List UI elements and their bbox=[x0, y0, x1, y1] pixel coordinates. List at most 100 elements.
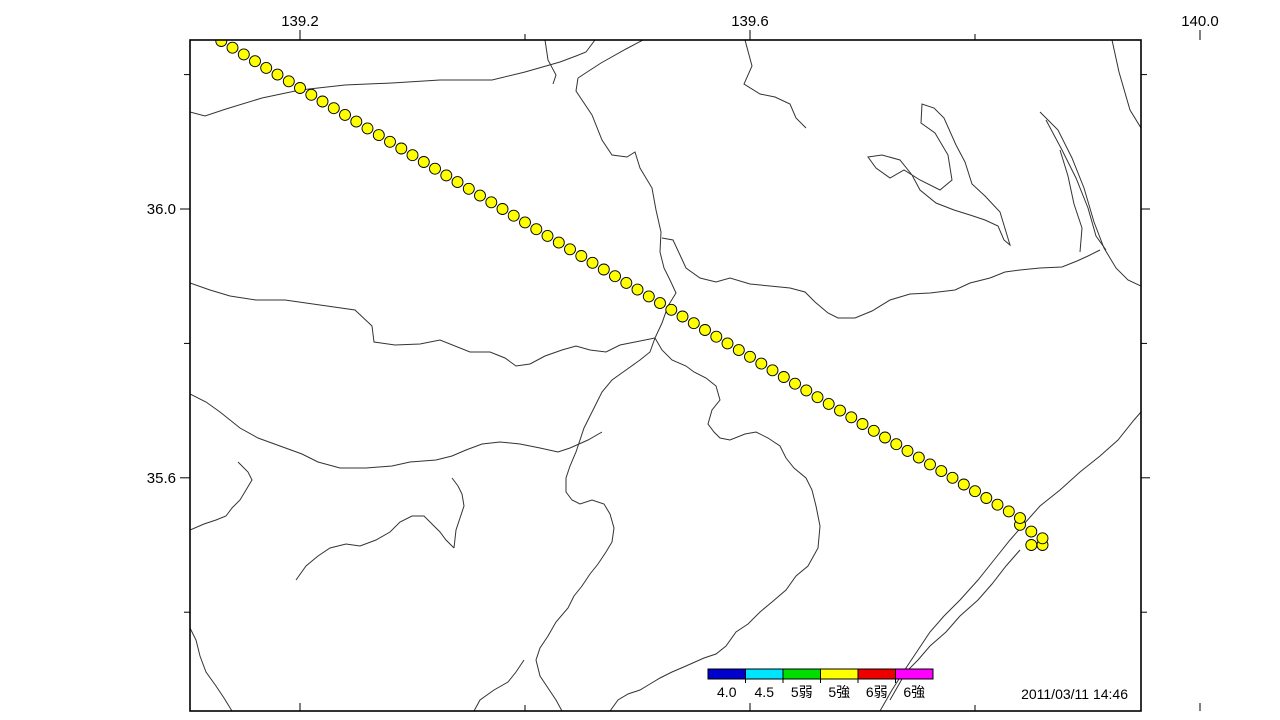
prefecture-boundary bbox=[1059, 149, 1083, 253]
station-marker bbox=[912, 451, 925, 464]
prefecture-boundary bbox=[190, 393, 603, 469]
left-tick-label: 35.6 bbox=[147, 470, 176, 487]
prefecture-boundary bbox=[544, 40, 557, 85]
top-tick-label: 139.2 bbox=[281, 13, 319, 30]
coastline-bay bbox=[295, 515, 455, 581]
coastline-bay bbox=[190, 627, 233, 711]
station-marker bbox=[429, 162, 441, 175]
station-marker bbox=[564, 243, 576, 256]
station-marker bbox=[462, 182, 475, 195]
prefecture-boundary bbox=[1111, 40, 1141, 129]
legend-label: 4.0 bbox=[717, 684, 737, 700]
coastline-east bbox=[1045, 119, 1107, 251]
top-tick-label: 139.6 bbox=[731, 13, 769, 30]
legend-swatch bbox=[783, 669, 821, 679]
station-marker bbox=[822, 397, 835, 410]
station-marker bbox=[766, 364, 779, 377]
prefecture-boundary bbox=[743, 40, 807, 129]
left-axis-ticks: 36.0 35.6 bbox=[147, 74, 1150, 613]
station-marker bbox=[609, 270, 621, 283]
station-marker bbox=[339, 108, 351, 121]
legend-swatch bbox=[895, 669, 933, 679]
station-marker bbox=[710, 330, 723, 343]
station-marker bbox=[1036, 532, 1049, 545]
station-marker bbox=[777, 371, 790, 383]
legend-swatch bbox=[745, 669, 783, 679]
station-marker bbox=[834, 404, 846, 417]
station-marker bbox=[856, 418, 869, 430]
station-marker bbox=[260, 61, 273, 74]
station-marker bbox=[361, 122, 374, 135]
station-marker bbox=[294, 82, 306, 94]
station-marker bbox=[654, 297, 666, 310]
station-marker bbox=[957, 478, 970, 491]
station-marker bbox=[721, 337, 734, 350]
legend-label: 4.5 bbox=[755, 684, 775, 700]
station-marker bbox=[631, 283, 644, 296]
station-marker bbox=[946, 471, 959, 484]
prefecture-boundary bbox=[575, 77, 677, 339]
intensity-legend: 4.0 4.5 5弱 5強 6弱 6強 bbox=[707, 668, 934, 700]
station-marker bbox=[620, 276, 633, 289]
station-marker bbox=[496, 203, 509, 215]
station-marker bbox=[271, 68, 284, 81]
prefecture-boundary bbox=[190, 282, 656, 367]
station-marker bbox=[305, 88, 318, 101]
station-marker bbox=[732, 344, 745, 357]
left-tick-label: 36.0 bbox=[147, 201, 176, 218]
station-marker bbox=[811, 391, 824, 404]
station-marker bbox=[507, 209, 520, 222]
station-marker bbox=[980, 492, 993, 504]
legend-swatch bbox=[820, 669, 858, 679]
station-marker bbox=[530, 223, 543, 236]
station-marker bbox=[845, 411, 858, 424]
top-tick-label: 140.0 bbox=[1181, 13, 1219, 30]
station-marker bbox=[755, 357, 768, 370]
station-marker bbox=[924, 458, 936, 471]
station-marker bbox=[215, 40, 228, 47]
prefecture-boundary bbox=[190, 40, 596, 117]
station-marker bbox=[687, 317, 700, 330]
station-marker bbox=[789, 377, 801, 390]
map-frame bbox=[189, 39, 1142, 712]
legend-label: 6強 bbox=[903, 684, 925, 700]
stations-layer bbox=[208, 40, 1049, 551]
station-marker bbox=[226, 41, 239, 54]
legend-frame bbox=[707, 668, 934, 680]
station-marker bbox=[282, 75, 295, 88]
station-marker bbox=[519, 216, 531, 229]
station-marker bbox=[541, 229, 554, 242]
coastline-bay bbox=[190, 461, 253, 531]
station-marker bbox=[699, 324, 711, 336]
station-marker bbox=[597, 263, 610, 276]
station-marker bbox=[208, 40, 212, 41]
station-marker bbox=[350, 115, 363, 128]
station-marker bbox=[867, 424, 880, 437]
prefecture-boundary bbox=[867, 103, 1011, 247]
station-marker bbox=[327, 102, 340, 115]
prefecture-boundary bbox=[661, 237, 1101, 319]
station-marker bbox=[440, 169, 453, 182]
legend-label: 5強 bbox=[828, 684, 850, 700]
legend-swatch bbox=[858, 669, 896, 679]
prefecture-boundary bbox=[577, 40, 644, 79]
station-marker bbox=[474, 189, 486, 202]
station-marker bbox=[552, 236, 565, 249]
legend-label: 6弱 bbox=[866, 684, 888, 700]
station-marker bbox=[890, 438, 903, 451]
station-marker bbox=[237, 48, 250, 61]
station-marker bbox=[879, 431, 891, 444]
coastline-east bbox=[879, 411, 1141, 711]
station-marker bbox=[1025, 539, 1038, 551]
station-marker bbox=[586, 256, 599, 269]
station-marker bbox=[575, 250, 588, 262]
station-marker bbox=[642, 290, 655, 303]
coastline-bay bbox=[451, 477, 465, 549]
legend-swatch bbox=[708, 669, 746, 679]
station-marker bbox=[1002, 505, 1015, 518]
station-marker bbox=[417, 156, 430, 168]
station-marker bbox=[935, 465, 948, 478]
station-marker bbox=[1014, 512, 1026, 525]
coastline-east bbox=[1039, 111, 1141, 287]
